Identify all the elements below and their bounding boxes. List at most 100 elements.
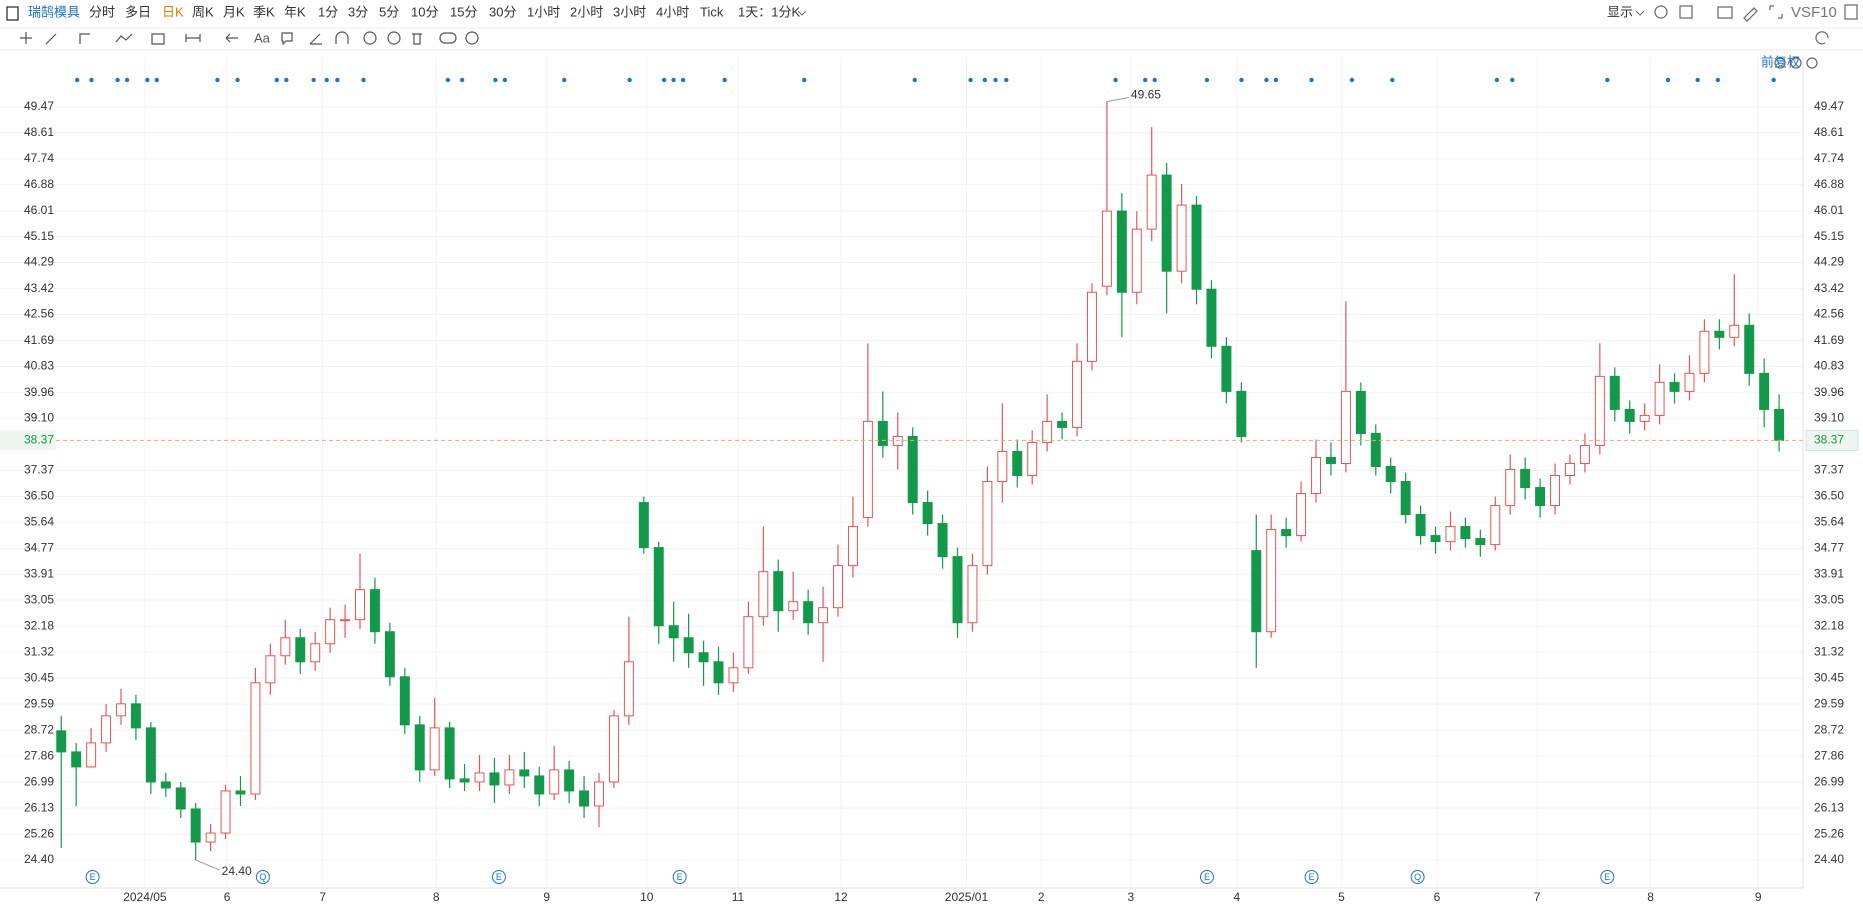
period-tab[interactable]: 多日 xyxy=(125,4,151,19)
x-tick-label: 5 xyxy=(1338,890,1345,904)
comment-tool[interactable] xyxy=(281,32,293,46)
y-tick-label: 45.15 xyxy=(24,229,54,243)
x-tick-label: 7 xyxy=(1534,890,1541,904)
candle-body xyxy=(668,625,679,639)
candle-body xyxy=(1370,432,1381,467)
channel-tool[interactable] xyxy=(79,33,90,44)
event-dot xyxy=(215,77,220,83)
undo-icon[interactable] xyxy=(1815,31,1829,45)
candle-body xyxy=(1564,462,1575,477)
eye-tool[interactable] xyxy=(363,31,377,45)
layout-icon[interactable] xyxy=(1679,5,1693,19)
fullscreen-icon[interactable] xyxy=(1769,5,1783,19)
arrow-tool[interactable] xyxy=(225,33,238,43)
x-tick-label: 6 xyxy=(224,890,231,904)
candle-body xyxy=(1236,390,1247,437)
angle-tool[interactable] xyxy=(309,33,322,45)
period-tab[interactable]: 1小时 xyxy=(527,4,560,19)
candle-body xyxy=(71,751,82,768)
candle-body xyxy=(907,435,918,504)
text-tool[interactable]: Aa xyxy=(254,30,271,45)
candle-body xyxy=(922,502,933,525)
magnet-tool[interactable] xyxy=(335,31,349,44)
period-tab[interactable]: 年K xyxy=(284,4,306,19)
camera-icon[interactable] xyxy=(1717,6,1733,19)
settings-icon[interactable] xyxy=(1654,5,1668,19)
candle-body xyxy=(713,661,724,684)
period-tab[interactable]: 30分 xyxy=(489,4,516,19)
x-tick-label: 9 xyxy=(543,890,550,904)
y-tick-label-right: 34.77 xyxy=(1814,541,1844,555)
candle-body xyxy=(1086,291,1097,362)
display-menu[interactable]: 显示 xyxy=(1607,4,1633,19)
sidebar-toggle[interactable] xyxy=(6,6,19,21)
period-tab[interactable]: 周K xyxy=(192,4,214,19)
period-tab[interactable]: 10分 xyxy=(411,4,438,19)
candle-body xyxy=(1669,381,1680,392)
event-dot xyxy=(1771,77,1776,83)
candle-body xyxy=(504,769,515,786)
candle-body xyxy=(683,637,694,654)
period-tab[interactable]: 2小时 xyxy=(570,4,603,19)
compare-button[interactable]: VS xyxy=(1791,4,1811,21)
y-tick-label: 29.59 xyxy=(24,696,54,710)
measure-tool[interactable] xyxy=(151,33,165,45)
event-badge xyxy=(1410,870,1425,884)
y-tick-label: 32.18 xyxy=(24,618,54,632)
period-tab[interactable]: 1天：1分K xyxy=(738,4,800,19)
candle-body xyxy=(997,450,1008,483)
period-tab[interactable]: 4小时 xyxy=(656,4,689,19)
move-tool[interactable] xyxy=(20,32,32,44)
candle-body xyxy=(1520,468,1531,489)
event-dot xyxy=(1239,77,1244,83)
period-tab[interactable]: 分时 xyxy=(89,4,115,19)
candle-body xyxy=(310,643,321,663)
candle-body xyxy=(1430,535,1441,543)
candle-body xyxy=(1266,529,1277,633)
y-tick-label: 27.86 xyxy=(24,748,54,762)
link-tool[interactable] xyxy=(439,32,457,44)
period-tab[interactable]: 15分 xyxy=(450,4,477,19)
period-tab[interactable]: 季K xyxy=(253,4,275,19)
settings-tool[interactable] xyxy=(465,31,479,45)
period-tab[interactable]: 日K xyxy=(162,4,184,19)
y-tick-label: 26.13 xyxy=(24,800,54,814)
period-tab[interactable]: 月K xyxy=(223,4,245,19)
pen-icon[interactable] xyxy=(1743,7,1758,22)
last-price-box xyxy=(0,430,56,451)
event-dot xyxy=(324,77,329,83)
candle-body xyxy=(1027,441,1038,477)
period-tab[interactable]: 5分 xyxy=(379,4,399,19)
y-tick-label-right: 26.99 xyxy=(1814,774,1844,788)
f10-button[interactable]: F10 xyxy=(1811,4,1837,21)
event-dot xyxy=(722,77,727,83)
event-dot xyxy=(274,77,280,83)
period-tab[interactable]: 1分 xyxy=(318,4,338,19)
candle-body xyxy=(594,781,604,807)
panel-icon[interactable] xyxy=(1844,4,1858,20)
event-dot xyxy=(680,77,686,83)
range-tool[interactable] xyxy=(185,34,201,42)
event-dot xyxy=(1695,77,1700,83)
period-tab[interactable]: Tick xyxy=(700,4,724,19)
delete-tool[interactable] xyxy=(412,33,422,45)
hide-tool[interactable] xyxy=(387,31,401,45)
y-tick-label: 26.99 xyxy=(24,774,54,788)
candle-body xyxy=(429,727,440,771)
event-dot xyxy=(661,77,667,83)
y-tick-label: 30.45 xyxy=(24,670,54,684)
period-tab[interactable]: 3小时 xyxy=(613,4,646,19)
y-tick-label: 40.83 xyxy=(24,359,54,373)
candle-body xyxy=(534,775,545,795)
event-dot xyxy=(1113,77,1118,83)
zoom-out-icon[interactable] xyxy=(1790,57,1802,69)
zoom-in-icon[interactable] xyxy=(1806,57,1818,69)
wave-tool[interactable] xyxy=(115,33,133,43)
candle-body xyxy=(1714,330,1725,338)
stock-name[interactable]: 瑞鹄模具 xyxy=(28,4,80,19)
event-dot xyxy=(671,77,676,83)
period-tab[interactable]: 3分 xyxy=(348,4,368,19)
adjust-mode[interactable]: 前复权 xyxy=(1761,54,1800,69)
line-tool[interactable] xyxy=(45,33,57,45)
reset-icon[interactable] xyxy=(1774,57,1786,69)
